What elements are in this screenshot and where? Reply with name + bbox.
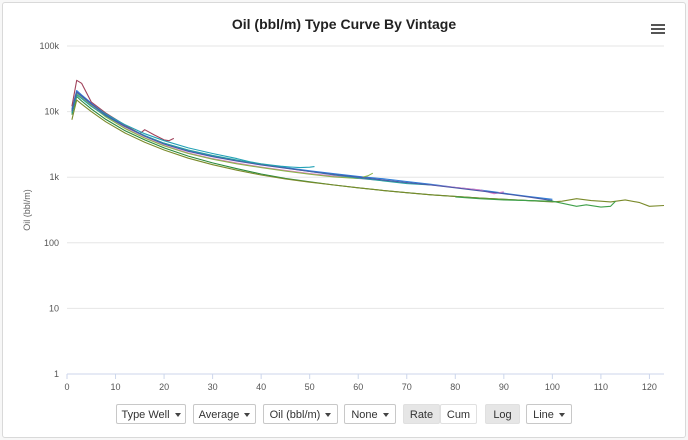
x-tick-label: 20	[159, 382, 169, 392]
x-tick-label: 30	[208, 382, 218, 392]
x-tick-label: 120	[642, 382, 657, 392]
series-line	[71, 99, 665, 207]
series-line	[455, 196, 616, 208]
x-tick-label: 0	[64, 382, 69, 392]
y-tick-label: 1	[54, 369, 59, 379]
rate-toggle[interactable]: Rate	[403, 404, 440, 424]
caret-down-icon	[174, 413, 181, 418]
series-line	[71, 94, 432, 186]
line-dropdown[interactable]: Line	[526, 404, 572, 424]
caret-down-icon	[325, 413, 332, 418]
average-dropdown[interactable]: Average	[193, 404, 256, 424]
series-group	[71, 79, 665, 208]
x-tick-label: 100	[545, 382, 560, 392]
y-tick-label: 100k	[39, 41, 59, 51]
chart-title: Oil (bbl/m) Type Curve By Vintage	[231, 16, 457, 32]
series-line	[71, 92, 315, 169]
y-tick-label: 1k	[49, 172, 59, 182]
x-tick-label: 110	[594, 382, 608, 392]
x-tick-label: 90	[499, 382, 509, 392]
chart-toolbar: Type Well Average Oil (bbl/m) None Rate …	[0, 404, 688, 426]
series-line	[71, 91, 553, 202]
y-tick-label: 10k	[44, 107, 59, 117]
y-axis-label: Oil (bbl/m)	[22, 189, 32, 231]
x-tick-label: 80	[450, 382, 460, 392]
x-tick-label: 40	[256, 382, 266, 392]
x-tick-label: 70	[402, 382, 412, 392]
oil-dropdown[interactable]: Oil (bbl/m)	[263, 404, 338, 424]
type-well-dropdown[interactable]: Type Well	[116, 404, 186, 424]
series-line	[71, 95, 543, 202]
log-toggle[interactable]: Log	[485, 404, 520, 424]
none-dropdown[interactable]: None	[344, 404, 396, 424]
grid-lines	[67, 45, 664, 375]
caret-down-icon	[382, 413, 389, 418]
x-tick-label: 60	[353, 382, 363, 392]
x-tick-label: 10	[111, 382, 121, 392]
x-tick-label: 50	[305, 382, 315, 392]
y-tick-label: 100	[44, 238, 59, 248]
cum-toggle[interactable]: Cum	[440, 404, 477, 424]
caret-down-icon	[558, 413, 565, 418]
y-tick-label: 10	[49, 303, 59, 313]
caret-down-icon	[244, 413, 251, 418]
hamburger-menu-icon[interactable]	[651, 24, 665, 36]
